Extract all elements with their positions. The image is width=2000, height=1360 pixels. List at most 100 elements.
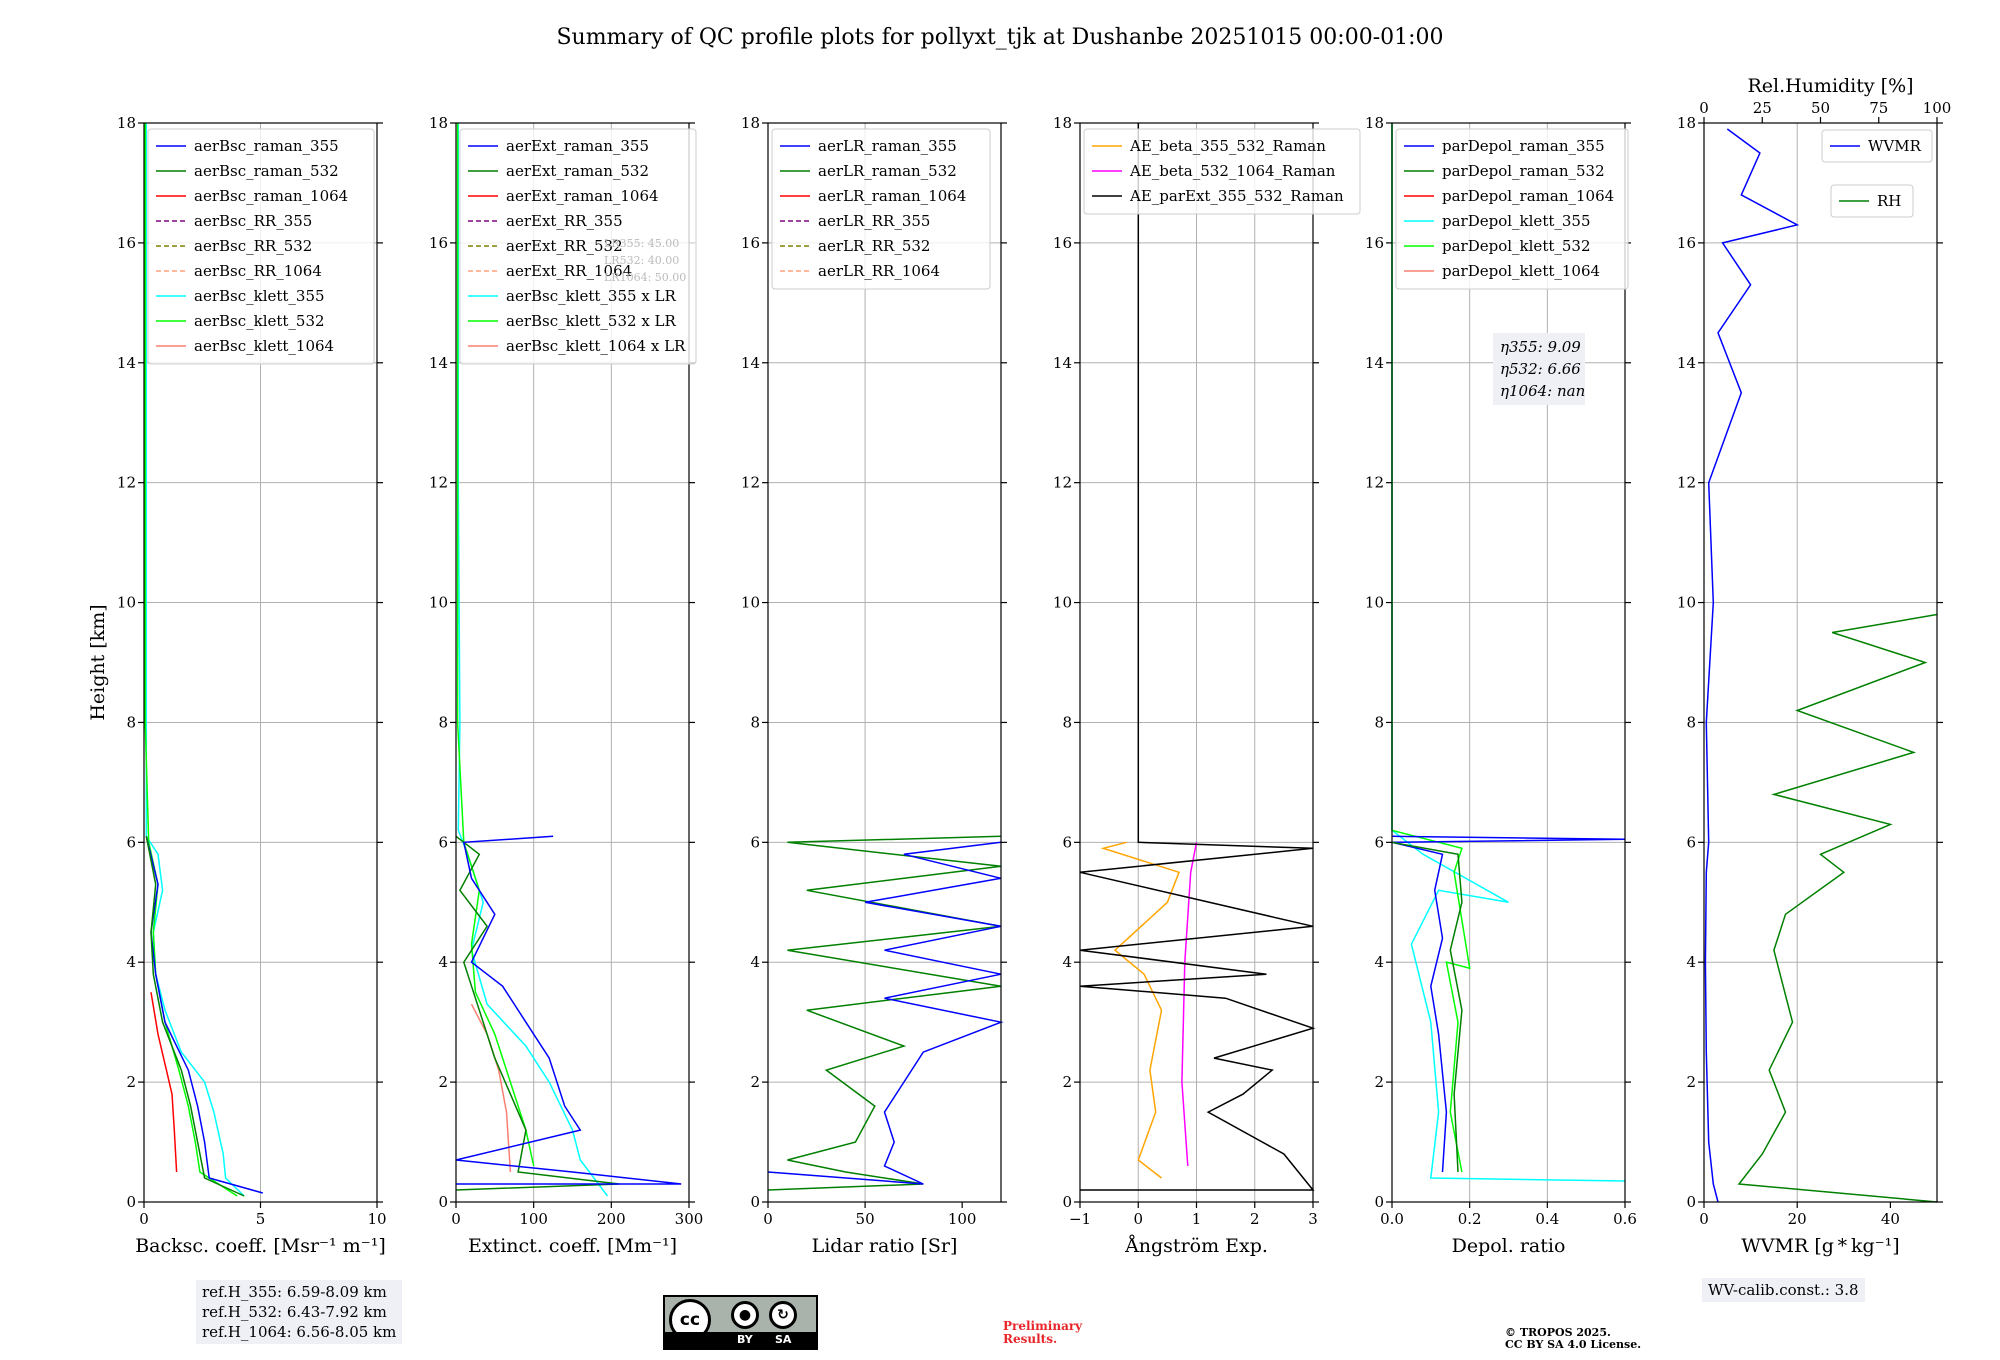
badge-bar <box>665 1332 816 1348</box>
y-tick-label: 12 <box>1053 474 1072 492</box>
lr-note: LR355: 45.00 <box>604 237 679 250</box>
top-axis-tick-label: 25 <box>1753 99 1772 117</box>
eta-value: η355: 9.09 <box>1500 338 1581 356</box>
y-tick-label: 14 <box>1365 354 1384 372</box>
y-tick-label: 16 <box>429 234 448 252</box>
top-axis-tick-label: 50 <box>1811 99 1830 117</box>
legend-box <box>1821 129 1933 163</box>
series-aerLR_raman_532 <box>767 835 1002 1191</box>
y-tick-label: 10 <box>1365 594 1384 612</box>
x-tick-label: 0.6 <box>1613 1210 1637 1228</box>
legend-label: aerBsc_RR_532 <box>194 237 312 255</box>
legend-box <box>147 128 375 365</box>
eta-value: η1064: nan <box>1500 382 1585 400</box>
x-axis-label: Extinct. coeff. [Mm⁻¹] <box>468 1235 677 1257</box>
legend-label: aerBsc_RR_1064 <box>194 262 322 280</box>
y-tick-label: 10 <box>117 594 136 612</box>
legend-label: parDepol_raman_1064 <box>1442 187 1614 205</box>
series-AE_beta_532_1064_Raman <box>1181 842 1198 1167</box>
series-aerBsc_raman_355 <box>145 836 264 1194</box>
legend-label: aerExt_raman_1064 <box>506 187 659 205</box>
y-tick-label: 2 <box>438 1073 448 1091</box>
legend-label: parDepol_klett_1064 <box>1442 262 1600 280</box>
wv-calibration-box: WV-calib.const.: 3.8 <box>1702 1278 1865 1302</box>
legend-box <box>771 128 991 290</box>
y-tick-label: 0 <box>438 1193 448 1211</box>
y-tick-label: 14 <box>117 354 136 372</box>
legend-label: aerLR_raman_355 <box>818 137 957 155</box>
legend-label: aerLR_raman_1064 <box>818 187 966 205</box>
legend-label: aerLR_RR_355 <box>818 212 930 230</box>
top-axis-tick-label: 100 <box>1923 99 1952 117</box>
x-tick-label: 0 <box>1133 1210 1143 1228</box>
y-tick-label: 2 <box>1686 1073 1696 1091</box>
y-tick-label: 4 <box>126 953 136 971</box>
y-tick-label: 2 <box>126 1073 136 1091</box>
x-axis-label: Depol. ratio <box>1452 1235 1566 1257</box>
series-parDepol_raman_532 <box>1391 841 1463 1173</box>
reference-height-box: ref.H_355: 6.59-8.09 km ref.H_532: 6.43-… <box>196 1280 403 1344</box>
y-tick-label: 14 <box>429 354 448 372</box>
preliminary-line-1: Preliminary <box>1003 1319 1083 1333</box>
y-tick-label: 18 <box>429 114 448 132</box>
y-tick-label: 10 <box>741 594 760 612</box>
badge-sa-label: SA <box>775 1333 792 1346</box>
y-tick-label: 0 <box>1374 1193 1384 1211</box>
y-tick-label: 16 <box>1365 234 1384 252</box>
series-aerLR_raman_355 <box>767 841 1004 1185</box>
x-tick-label: 10 <box>367 1210 386 1228</box>
y-tick-label: 16 <box>117 234 136 252</box>
share-alike-icon: ↻ <box>769 1301 797 1329</box>
series-aerBsc_raman_532 <box>145 836 245 1197</box>
y-tick-label: 0 <box>126 1193 136 1211</box>
legend-label: aerBsc_klett_532 <box>194 312 325 330</box>
x-tick-label: 200 <box>597 1210 626 1228</box>
ref-height-355: ref.H_355: 6.59-8.09 km <box>202 1283 387 1301</box>
legend-label: aerExt_RR_355 <box>506 212 623 230</box>
legend-label: aerBsc_klett_1064 x LR <box>506 337 686 355</box>
y-tick-label: 8 <box>1062 713 1072 731</box>
x-axis-label: Lidar ratio [Sr] <box>812 1235 958 1257</box>
y-tick-label: 14 <box>1053 354 1072 372</box>
legend-label: parDepol_raman_532 <box>1442 162 1605 180</box>
legend-box <box>1083 128 1361 215</box>
legend-label: aerLR_raman_532 <box>818 162 957 180</box>
x-tick-label: 20 <box>1788 1210 1807 1228</box>
series-parDepol_raman_355 <box>1391 835 1626 1173</box>
eta-box <box>1493 333 1585 405</box>
panel-bsc: 0 2 4 6 8 10 12 14 16 18 0 5 10 Backsc. coeff. [Msr⁻¹… <box>87 114 387 1257</box>
series-aerBsc_raman_1064 <box>150 992 178 1173</box>
x-tick-label: −1 <box>1069 1210 1091 1228</box>
legend-label: aerBsc_klett_532 x LR <box>506 312 677 330</box>
y-tick-label: 0 <box>1686 1193 1696 1211</box>
legend-label: parDepol_raman_355 <box>1442 137 1605 155</box>
y-tick-label: 4 <box>750 953 760 971</box>
x-tick-label: 50 <box>856 1210 875 1228</box>
y-tick-label: 16 <box>741 234 760 252</box>
copyright-line-1: © TROPOS 2025. <box>1505 1326 1611 1339</box>
top-axis-tick-label: 75 <box>1869 99 1888 117</box>
preliminary-line-2: Results. <box>1003 1332 1058 1346</box>
series-aerExt_raman_355 <box>455 835 682 1185</box>
y-tick-label: 6 <box>1686 833 1696 851</box>
x-tick-label: 300 <box>675 1210 704 1228</box>
legend-label: aerBsc_raman_532 <box>194 162 339 180</box>
legend-label: aerExt_raman_355 <box>506 137 649 155</box>
wv-calib-text: WV-calib.const.: 3.8 <box>1708 1281 1859 1299</box>
x-tick-label: 0 <box>451 1210 461 1228</box>
series-RH <box>1737 613 1938 1203</box>
y-tick-label: 12 <box>429 474 448 492</box>
legend-label: WVMR <box>1868 137 1922 155</box>
axes-frame <box>767 122 1002 1203</box>
legend-label: aerBsc_raman_1064 <box>194 187 348 205</box>
y-tick-label: 12 <box>1677 474 1696 492</box>
x-axis-label: WVMR [g * kg⁻¹] <box>1741 1235 1899 1257</box>
x-tick-label: 100 <box>948 1210 977 1228</box>
copyright-line-2: CC BY SA 4.0 License. <box>1505 1338 1642 1351</box>
x-axis-label: Ångström Exp. <box>1124 1235 1268 1257</box>
x-tick-label: 0 <box>1699 1210 1709 1228</box>
x-tick-label: 0.2 <box>1458 1210 1482 1228</box>
panel-ext: 0 2 4 6 8 10 12 14 16 18 0 100 200 300 Extinct. coeff.… <box>429 114 703 1257</box>
y-tick-label: 6 <box>1374 833 1384 851</box>
